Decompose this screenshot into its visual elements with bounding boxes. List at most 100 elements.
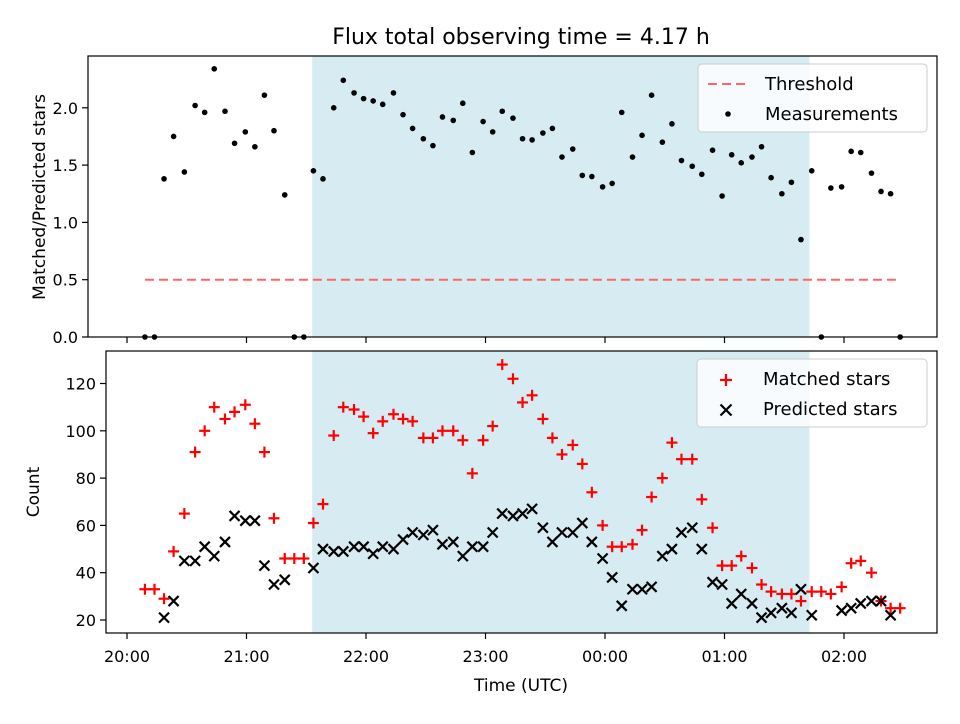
matched-star-point	[517, 396, 529, 408]
predicted-star-point	[178, 555, 191, 567]
matched-star-point	[567, 439, 579, 451]
predicted-star-point	[586, 536, 598, 548]
measurement-point	[519, 135, 526, 142]
predicted-star-point	[776, 602, 788, 614]
predicted-star-point	[327, 545, 340, 558]
predicted-star-point	[239, 514, 252, 527]
matched-star-point	[885, 602, 897, 614]
measurement-point	[669, 121, 675, 127]
measurement-point	[320, 176, 326, 182]
matched-star-point	[466, 467, 478, 479]
measurement-point	[281, 192, 288, 198]
matched-star-point	[626, 538, 638, 550]
top-legend-box	[697, 63, 928, 133]
predicted-star-point	[189, 555, 201, 567]
top-panel: 0.00.51.01.52.0 Matched/Predicted stars …	[30, 55, 938, 347]
matched-star-point	[279, 553, 291, 565]
predicted-star-point	[158, 611, 170, 624]
bottom-y-axis-label: Count	[24, 466, 44, 517]
matched-star-point	[836, 581, 848, 593]
bottom-y-tick-label: 20	[76, 611, 96, 630]
predicted-star-point	[556, 526, 568, 539]
measurement-point	[618, 109, 625, 116]
top-y-tick-label: 2.0	[53, 99, 78, 118]
matched-star-point	[229, 406, 241, 418]
predicted-star-point	[526, 503, 538, 515]
matched-star-point	[457, 434, 469, 446]
matched-star-point	[168, 545, 180, 557]
predicted-star-point	[716, 578, 728, 591]
matched-star-point	[377, 415, 389, 427]
matched-star-point	[785, 588, 797, 600]
predicted-star-point	[357, 540, 370, 553]
measurement-point	[728, 151, 735, 158]
top-y-tick-label: 0.5	[53, 271, 78, 290]
measurement-point	[400, 111, 406, 118]
predicted-star-point	[278, 574, 291, 586]
measurement-point	[161, 176, 167, 182]
matched-star-point	[328, 430, 340, 442]
matched-star-point	[268, 512, 280, 524]
predicted-star-point	[765, 607, 777, 619]
predicted-star-point	[785, 607, 798, 619]
measurement-point	[390, 90, 397, 96]
measurement-point	[648, 92, 655, 98]
measurement-point	[529, 137, 535, 143]
x-tick-label: 20:00	[104, 647, 150, 666]
predicted-star-point	[675, 526, 688, 539]
predicted-star-point	[746, 597, 758, 610]
measurement-point	[439, 114, 446, 120]
matched-star-point	[397, 413, 409, 425]
legend-matched-swatch	[720, 374, 732, 386]
measurement-point	[609, 180, 615, 187]
matched-star-point	[249, 418, 261, 430]
predicted-star-point	[546, 536, 559, 548]
predicted-star-point	[317, 543, 329, 555]
matched-star-point	[666, 437, 678, 449]
measurement-points	[142, 66, 903, 340]
predicted-star-point	[507, 510, 519, 522]
predicted-star-point	[516, 507, 529, 520]
matched-star-point	[776, 588, 788, 600]
predicted-star-point	[626, 583, 639, 596]
chart-title: Flux total observing time = 4.17 h	[332, 25, 710, 50]
bottom-y-tick-label: 120	[65, 375, 96, 394]
top-y-axis-label: Matched/Predicted stars	[30, 94, 50, 300]
predicted-star-point	[875, 595, 887, 607]
predicted-star-point	[376, 540, 389, 553]
x-tick-label: 22:00	[343, 647, 389, 666]
matched-star-point	[189, 446, 201, 458]
matched-star-point	[746, 562, 758, 574]
measurement-point	[887, 190, 894, 197]
predicted-star-point	[845, 602, 857, 614]
measurement-point	[370, 98, 376, 104]
predicted-star-point	[167, 595, 180, 607]
measurement-point	[589, 173, 595, 180]
measurement-point	[599, 184, 606, 190]
matched-star-point	[496, 359, 508, 371]
measurement-point	[430, 142, 436, 149]
predicted-star-point	[496, 507, 509, 520]
measurement-point	[379, 101, 386, 108]
bottom-y-tick-label: 60	[76, 516, 96, 535]
matched-star-point	[298, 553, 310, 565]
measurement-point	[709, 147, 716, 154]
measurement-point	[659, 139, 666, 145]
predicted-star-point	[645, 581, 658, 593]
matched-star-point	[358, 411, 370, 423]
measurement-point	[489, 129, 496, 135]
measurement-point	[798, 236, 804, 243]
bottom-legend: Matched stars Predicted stars	[696, 358, 928, 428]
matched-star-point	[825, 588, 837, 600]
measurement-point	[749, 154, 755, 160]
predicted-star-point	[537, 521, 549, 534]
measurement-point	[549, 125, 556, 132]
matched-star-point	[735, 550, 747, 562]
predicted-star-point	[795, 583, 807, 596]
matched-star-point	[636, 524, 648, 536]
matched-star-point	[477, 434, 489, 446]
predicted-star-point	[397, 533, 409, 546]
matched-star-point	[148, 583, 160, 595]
predicted-star-point	[268, 578, 280, 591]
